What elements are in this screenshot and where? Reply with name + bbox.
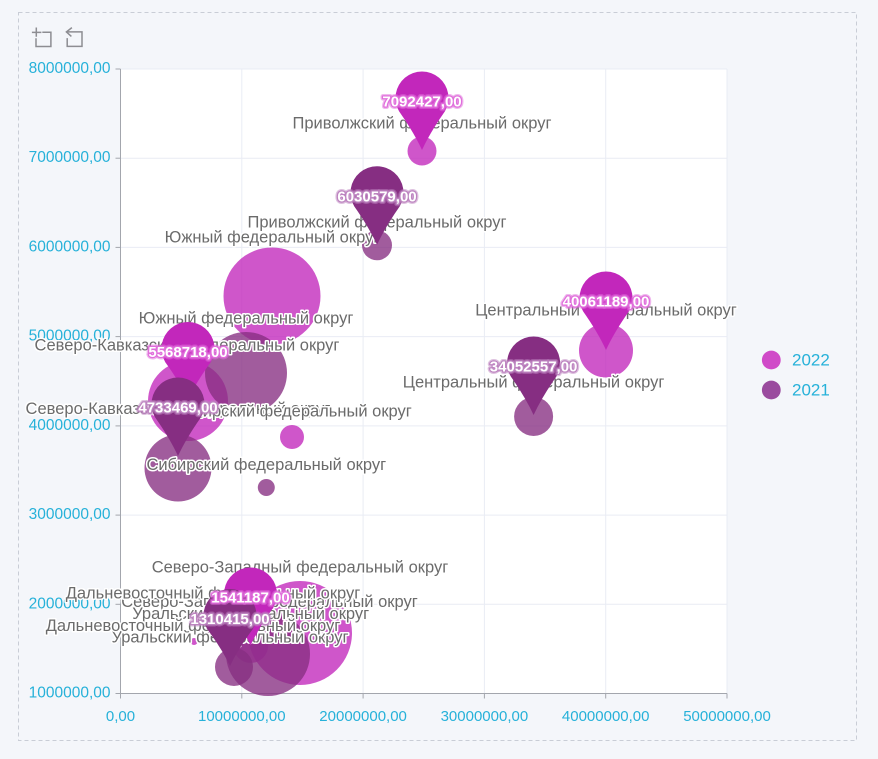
- svg-text:3000000,00: 3000000,00: [29, 506, 111, 523]
- svg-text:4733469,00: 4733469,00: [138, 400, 217, 417]
- svg-text:Дальневосточный федеральный ок: Дальневосточный федеральный округ: [66, 585, 361, 603]
- svg-text:2021: 2021: [792, 381, 830, 400]
- svg-text:Дальневосточный федеральный ок: Дальневосточный федеральный округ: [46, 617, 341, 635]
- svg-text:2000000,00: 2000000,00: [29, 595, 111, 612]
- svg-text:40061189,00: 40061189,00: [563, 294, 650, 311]
- svg-text:1000000,00: 1000000,00: [29, 685, 111, 702]
- svg-text:1310415,00: 1310415,00: [190, 611, 269, 628]
- svg-text:5568718,00: 5568718,00: [148, 344, 227, 361]
- svg-text:Сибирский федеральный округ: Сибирский федеральный округ: [146, 456, 386, 474]
- svg-text:6000000,00: 6000000,00: [29, 238, 111, 255]
- svg-text:40061189,00: 40061189,00: [563, 294, 650, 311]
- svg-text:Северо-Западный федеральный ок: Северо-Западный федеральный округ: [152, 559, 449, 577]
- svg-text:0,00: 0,00: [106, 708, 135, 725]
- svg-text:8000000,00: 8000000,00: [29, 60, 111, 77]
- svg-text:40000000,00: 40000000,00: [562, 708, 650, 725]
- svg-text:5568718,00: 5568718,00: [148, 344, 227, 361]
- svg-text:7000000,00: 7000000,00: [29, 149, 111, 166]
- svg-text:1310415,00: 1310415,00: [190, 611, 269, 628]
- svg-text:20000000,00: 20000000,00: [319, 708, 407, 725]
- svg-text:6030579,00: 6030579,00: [337, 188, 416, 205]
- svg-text:30000000,00: 30000000,00: [441, 708, 529, 725]
- svg-text:Сибирский федеральный округ: Сибирский федеральный округ: [172, 403, 412, 421]
- svg-text:1541187,00: 1541187,00: [211, 590, 289, 607]
- svg-text:Южный федеральный округ: Южный федеральный округ: [139, 310, 354, 328]
- svg-text:10000000,00: 10000000,00: [198, 708, 286, 725]
- svg-text:34052557,00: 34052557,00: [490, 359, 578, 376]
- svg-text:50000000,00: 50000000,00: [683, 708, 771, 725]
- svg-text:2022: 2022: [792, 351, 830, 370]
- svg-text:7092427,00: 7092427,00: [382, 94, 461, 111]
- svg-text:4733469,00: 4733469,00: [138, 400, 217, 417]
- svg-text:6030579,00: 6030579,00: [337, 188, 416, 205]
- svg-text:7092427,00: 7092427,00: [382, 94, 461, 111]
- svg-text:5000000,00: 5000000,00: [29, 328, 111, 345]
- svg-text:1541187,00: 1541187,00: [211, 590, 289, 607]
- svg-text:Южный федеральный округ: Южный федеральный округ: [165, 229, 380, 247]
- svg-text:4000000,00: 4000000,00: [29, 417, 111, 434]
- svg-text:34052557,00: 34052557,00: [490, 359, 578, 376]
